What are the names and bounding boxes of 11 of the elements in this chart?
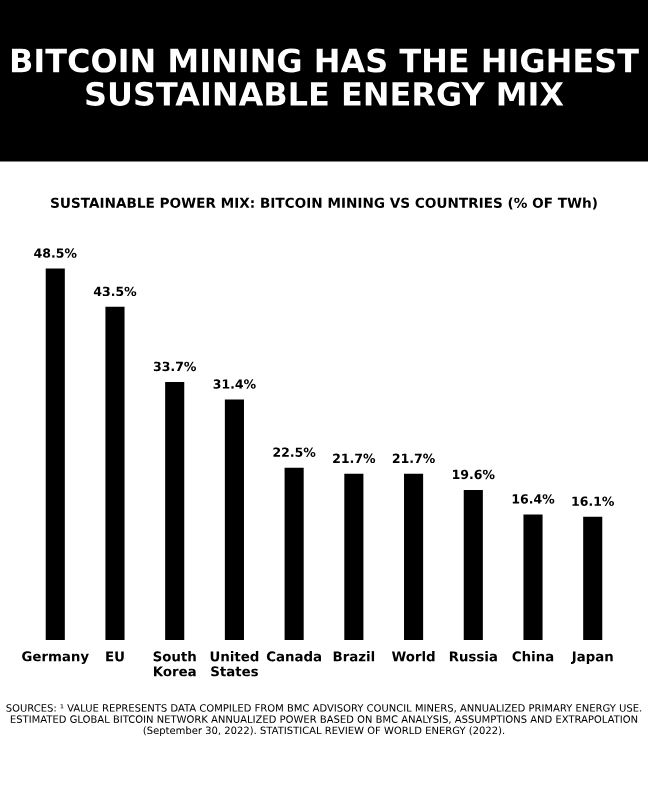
bar <box>523 514 543 640</box>
bar <box>583 516 603 640</box>
bar <box>344 473 364 640</box>
bar <box>45 268 65 640</box>
bar <box>165 381 185 640</box>
bar <box>105 306 125 640</box>
bar <box>463 489 483 640</box>
bar <box>224 399 244 640</box>
chart-title: BITCOIN MINING HAS THE HIGHEST SUSTAINABLE ENERGY MIX <box>11 48 639 106</box>
bar <box>404 473 424 640</box>
bar <box>284 467 304 640</box>
